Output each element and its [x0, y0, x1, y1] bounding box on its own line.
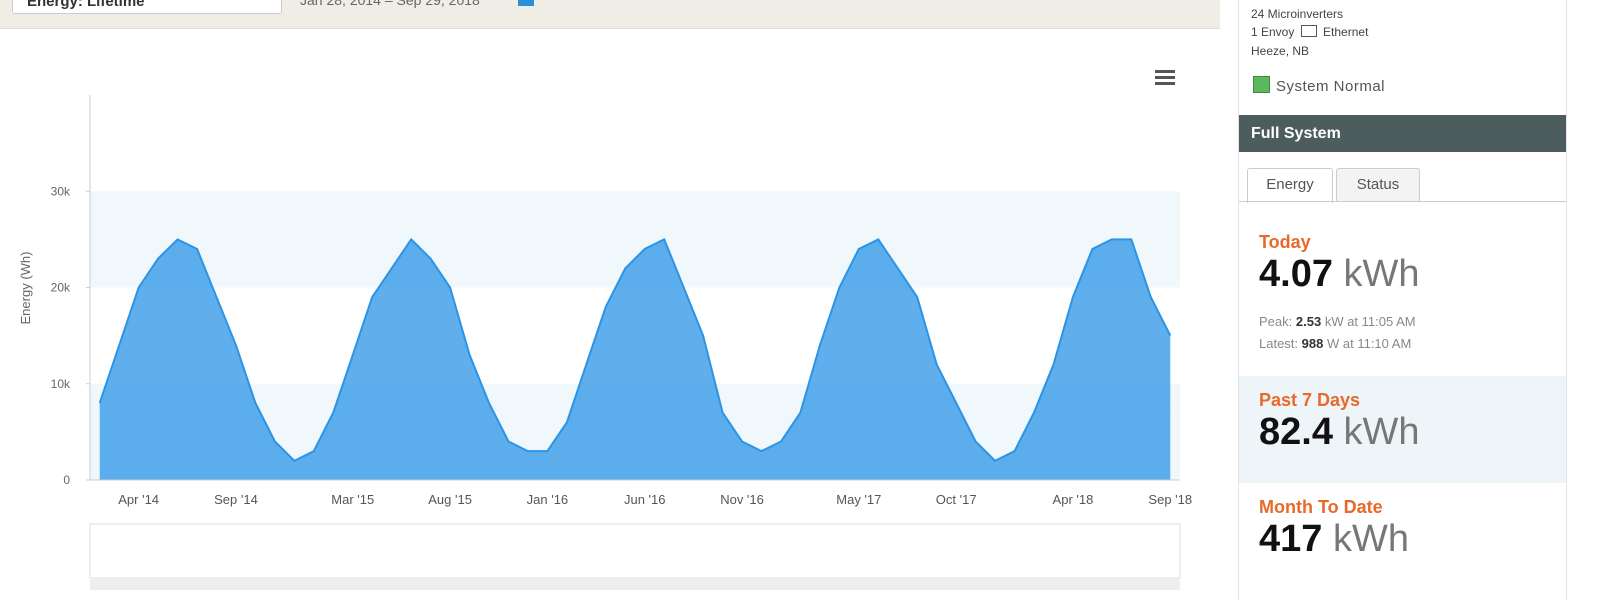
section-heading: Today: [1259, 232, 1311, 252]
value: 988: [1301, 336, 1324, 351]
navigator-frame: [89, 523, 1181, 579]
unit: kWh: [1343, 253, 1420, 295]
label: Latest:: [1259, 336, 1299, 351]
value: 82.4: [1259, 411, 1333, 453]
x-tick-label: Aug '15: [428, 492, 472, 507]
y-axis-title: Energy (Wh): [18, 252, 33, 325]
text: W at 11:10 AM: [1326, 336, 1412, 351]
past-7-days-section: Past 7 Days 82.4 kWh: [1239, 376, 1566, 483]
y-tick-label: 0: [63, 473, 70, 487]
x-tick-label: Apr '18: [1053, 492, 1094, 507]
value: 417: [1259, 518, 1323, 560]
big-value: 4.07 kWh: [1259, 253, 1566, 295]
section-heading: Past 7 Days: [1259, 390, 1361, 410]
tab[interactable]: Status: [1336, 168, 1420, 202]
connection: Ethernet: [1323, 25, 1369, 39]
latest-line: Latest: 988 W at 11:10 AM: [1259, 333, 1566, 355]
value: 4.07: [1259, 253, 1333, 295]
navigator-scrollbar[interactable]: [90, 578, 1180, 590]
unit: kWh: [1332, 518, 1409, 560]
location: Heeze, NB: [1251, 44, 1310, 58]
chart: 0 10k 20k 30k Apr '14 Sep '14 Mar '15 Aug '15 Ja…: [18, 70, 1192, 590]
date-range: Jan 28, 2014 – Sep 29, 2018: [300, 0, 480, 8]
text: kW at 11:05 AM: [1324, 314, 1416, 329]
ethernet-icon: [1300, 25, 1317, 37]
x-tick-label: Sep '18: [1148, 492, 1192, 507]
label: Peak:: [1259, 314, 1293, 329]
status-line: System Normal: [1253, 76, 1385, 95]
menu-icon[interactable]: [1155, 70, 1175, 85]
x-tick-label: Jan '16: [527, 492, 569, 507]
x-tick-label: Nov '16: [720, 492, 764, 507]
unit: kWh: [1343, 411, 1420, 453]
microinverters: 24 Microinverters: [1251, 7, 1344, 21]
range-dropdown[interactable]: Energy: Lifetime: [12, 0, 282, 14]
plot: 0 10k 20k 30k Apr '14 Sep '14 Mar '15 Aug '15 Ja…: [51, 95, 1192, 578]
y-tick-label: 10k: [51, 377, 71, 391]
status-check-icon: [1253, 76, 1270, 93]
section-title: Full System: [1239, 115, 1566, 152]
x-tick-label: Sep '14: [214, 492, 258, 507]
x-tick-label: Oct '17: [936, 492, 977, 507]
tab-divider: [1239, 201, 1566, 202]
today-section: Today 4.07 kWh Peak: 2.53 kW at 11:05 AM…: [1239, 232, 1566, 370]
y-tick-label: 20k: [51, 281, 71, 295]
area: [99, 239, 1171, 480]
peak-line: Peak: 2.53 kW at 11:05 AM: [1259, 311, 1566, 333]
section-heading: Month To Date: [1259, 497, 1383, 517]
status: System Normal: [1276, 78, 1386, 95]
envoy-line: 1 Envoy Ethernet: [1251, 25, 1368, 39]
calendar-icon[interactable]: [518, 0, 534, 6]
x-tick-label: Apr '14: [118, 492, 159, 507]
line: [98, 237, 1172, 463]
side-panel: 24 Microinverters 1 Envoy Ethernet Heeze…: [1238, 0, 1567, 600]
x-tick-label: Jun '16: [624, 492, 666, 507]
y-tick-label: 30k: [51, 184, 71, 198]
tab[interactable]: Energy: [1247, 168, 1333, 203]
big-value: 417 kWh: [1259, 518, 1566, 560]
big-value: 82.4 kWh: [1259, 411, 1566, 453]
month-to-date-section: Month To Date 417 kWh: [1239, 483, 1566, 600]
value: 2.53: [1295, 314, 1322, 329]
x-tick-label: May '17: [836, 492, 881, 507]
top-bar: Energy: Lifetime Jan 28, 2014 – Sep 29, …: [0, 0, 1220, 29]
x-tick-label: Mar '15: [331, 492, 374, 507]
envoy: 1 Envoy: [1251, 25, 1295, 39]
